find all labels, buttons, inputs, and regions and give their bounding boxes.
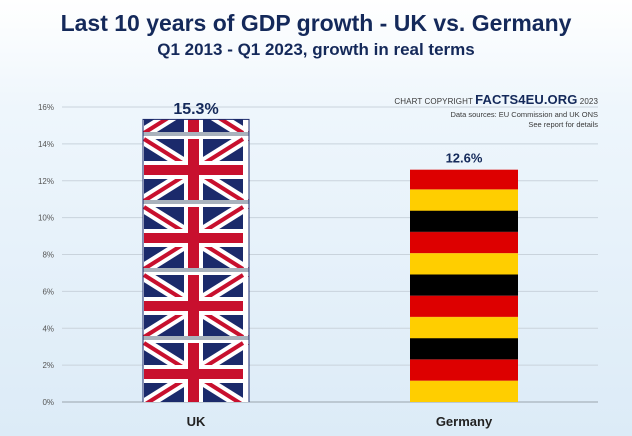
y-tick-label: 4% (42, 324, 54, 333)
copyright-prefix: CHART COPYRIGHT (394, 97, 473, 106)
chart-subtitle: Q1 2013 - Q1 2023, growth in real terms (157, 40, 475, 59)
y-tick-label: 10% (38, 214, 54, 223)
y-tick-label: 0% (42, 398, 54, 407)
y-tick-label: 6% (42, 287, 54, 296)
y-tick-label: 8% (42, 251, 54, 260)
y-tick-label: 14% (38, 140, 54, 149)
y-tick-label: 12% (38, 177, 54, 186)
report-note: See report for details (528, 120, 598, 129)
copyright-year: 2023 (579, 97, 598, 106)
labels: 15.3% UK 12.6% Germany (173, 101, 493, 429)
uk-bar (143, 119, 249, 402)
y-axis: 0% 2% 4% 6% 8% 10% 12% 14% 16% (38, 103, 54, 407)
data-label: 12.6% (446, 151, 483, 166)
data-sources: Data sources: EU Commission and UK ONS (450, 110, 598, 119)
germany-bar (410, 169, 518, 402)
bars (142, 118, 518, 402)
copyright-notice: CHART COPYRIGHT FACTS4EU.ORG 2023 (394, 92, 598, 107)
data-label: 15.3% (173, 101, 218, 118)
brand-name: FACTS4EU.ORG (475, 92, 578, 107)
x-category-label: UK (187, 414, 206, 429)
x-category-label: Germany (436, 414, 493, 429)
y-tick-label: 2% (42, 361, 54, 370)
chart-title: Last 10 years of GDP growth - UK vs. Ger… (60, 10, 572, 36)
y-tick-label: 16% (38, 103, 54, 112)
